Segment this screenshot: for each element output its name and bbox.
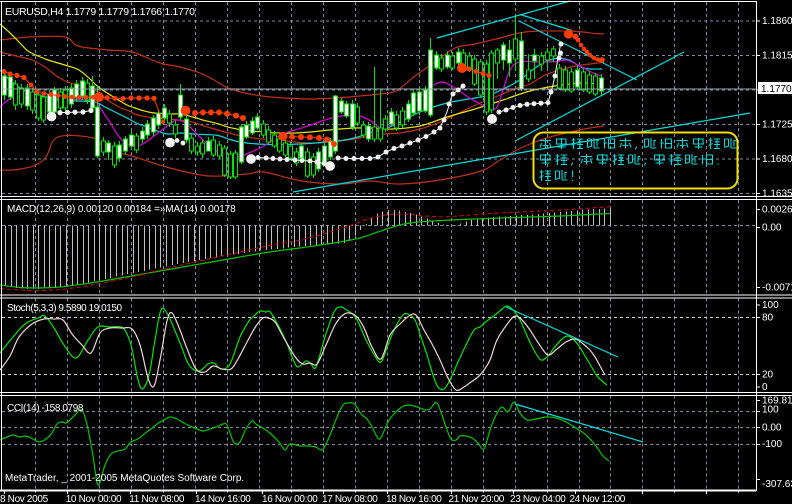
svg-text:-0.00711: -0.00711 — [762, 283, 792, 294]
svg-text:17 Nov 08:00: 17 Nov 08:00 — [322, 494, 378, 504]
svg-text:16 Nov 00:00: 16 Nov 00:00 — [262, 494, 318, 504]
svg-text:MACD(12,26,9) 0.00120 0.00184: MACD(12,26,9) 0.00120 0.00184 =»MA(14) 0… — [7, 204, 236, 215]
svg-text:8 Nov 2005: 8 Nov 2005 — [0, 494, 49, 504]
svg-text:1.1680: 1.1680 — [762, 154, 792, 165]
svg-text:CCI(14) -158.0798: CCI(14) -158.0798 — [7, 403, 84, 414]
svg-text:1.1770: 1.1770 — [761, 84, 792, 95]
svg-text:-307.63: -307.63 — [762, 479, 792, 490]
svg-text:-100: -100 — [762, 439, 782, 450]
svg-text:0.00: 0.00 — [762, 423, 782, 434]
svg-text:100: 100 — [762, 405, 779, 416]
svg-text:EURUSD,H4 1.1779 1.1779 1.176: EURUSD,H4 1.1779 1.1779 1.1766 1.1770 — [5, 6, 195, 18]
svg-text:23 Nov 04:00: 23 Nov 04:00 — [510, 494, 566, 504]
svg-text:MetaTrader, _ 2001-2005 MetaQu: MetaTrader, _ 2001-2005 MetaQuotes Softw… — [5, 473, 244, 484]
svg-text:169.816: 169.816 — [762, 396, 792, 407]
svg-text:18 Nov 16:00: 18 Nov 16:00 — [386, 494, 442, 504]
svg-text:1.1815: 1.1815 — [762, 51, 792, 62]
svg-text:1.1860: 1.1860 — [762, 16, 792, 27]
svg-text:100: 100 — [762, 300, 779, 311]
svg-text:11 Nov 08:00: 11 Nov 08:00 — [129, 494, 185, 504]
svg-text:14 Nov 16:00: 14 Nov 16:00 — [195, 494, 251, 504]
svg-text:20: 20 — [762, 370, 774, 381]
svg-text:1.1635: 1.1635 — [762, 189, 792, 200]
svg-text:10 Nov 00:00: 10 Nov 00:00 — [66, 494, 122, 504]
svg-text:0.00: 0.00 — [762, 223, 782, 234]
svg-text:80: 80 — [762, 313, 774, 324]
svg-text:1.1725: 1.1725 — [762, 120, 792, 131]
svg-text:Stoch(5,3,3) 9.5890 19.0150: Stoch(5,3,3) 9.5890 19.0150 — [7, 303, 123, 314]
svg-text:0.00261: 0.00261 — [762, 205, 792, 216]
svg-text:24 Nov 12:00: 24 Nov 12:00 — [570, 494, 626, 504]
svg-text:21 Nov 20:00: 21 Nov 20:00 — [449, 494, 505, 504]
svg-text:0: 0 — [762, 382, 768, 393]
